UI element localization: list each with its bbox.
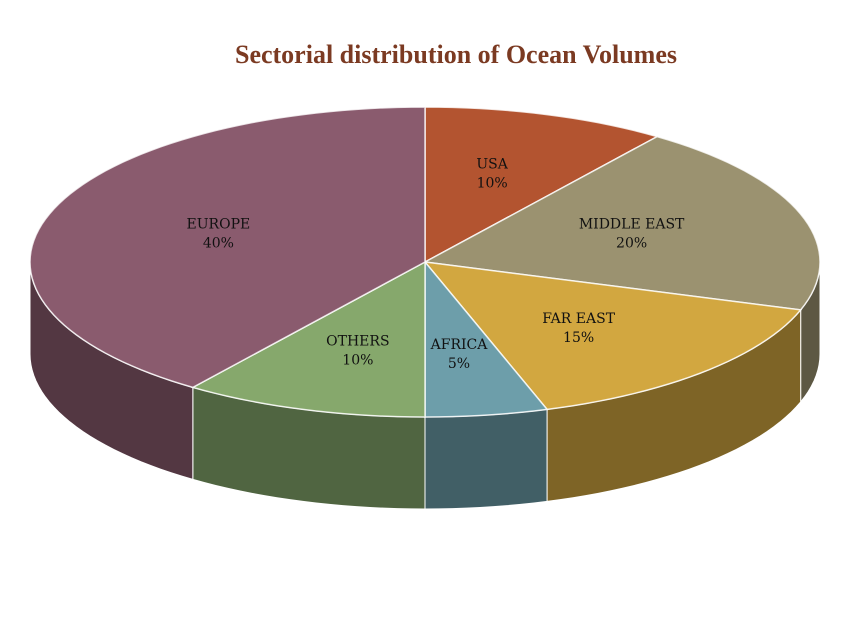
value-label: 10% [477,176,508,192]
slice [190,260,426,418]
slice-label: OTHERS [326,333,389,349]
slice [422,135,821,311]
slice [29,106,426,389]
slice [424,259,549,418]
slice-label: EUROPE [187,216,251,232]
slice-side [424,408,548,510]
value-label: 40% [203,235,234,251]
value-label: 5% [448,356,470,372]
value-label: 10% [342,352,373,368]
slice [424,106,660,264]
slice-label: MIDDLE EAST [579,216,685,232]
slice-label: AFRICA [430,337,489,353]
chart-title: Sectorial distribution of Ocean Volumes [235,40,677,69]
slice-label: FAR EAST [542,311,616,327]
slice [423,261,803,411]
slice-label: USA [476,157,508,173]
value-label: 20% [616,235,647,251]
value-label: 15% [563,330,594,346]
